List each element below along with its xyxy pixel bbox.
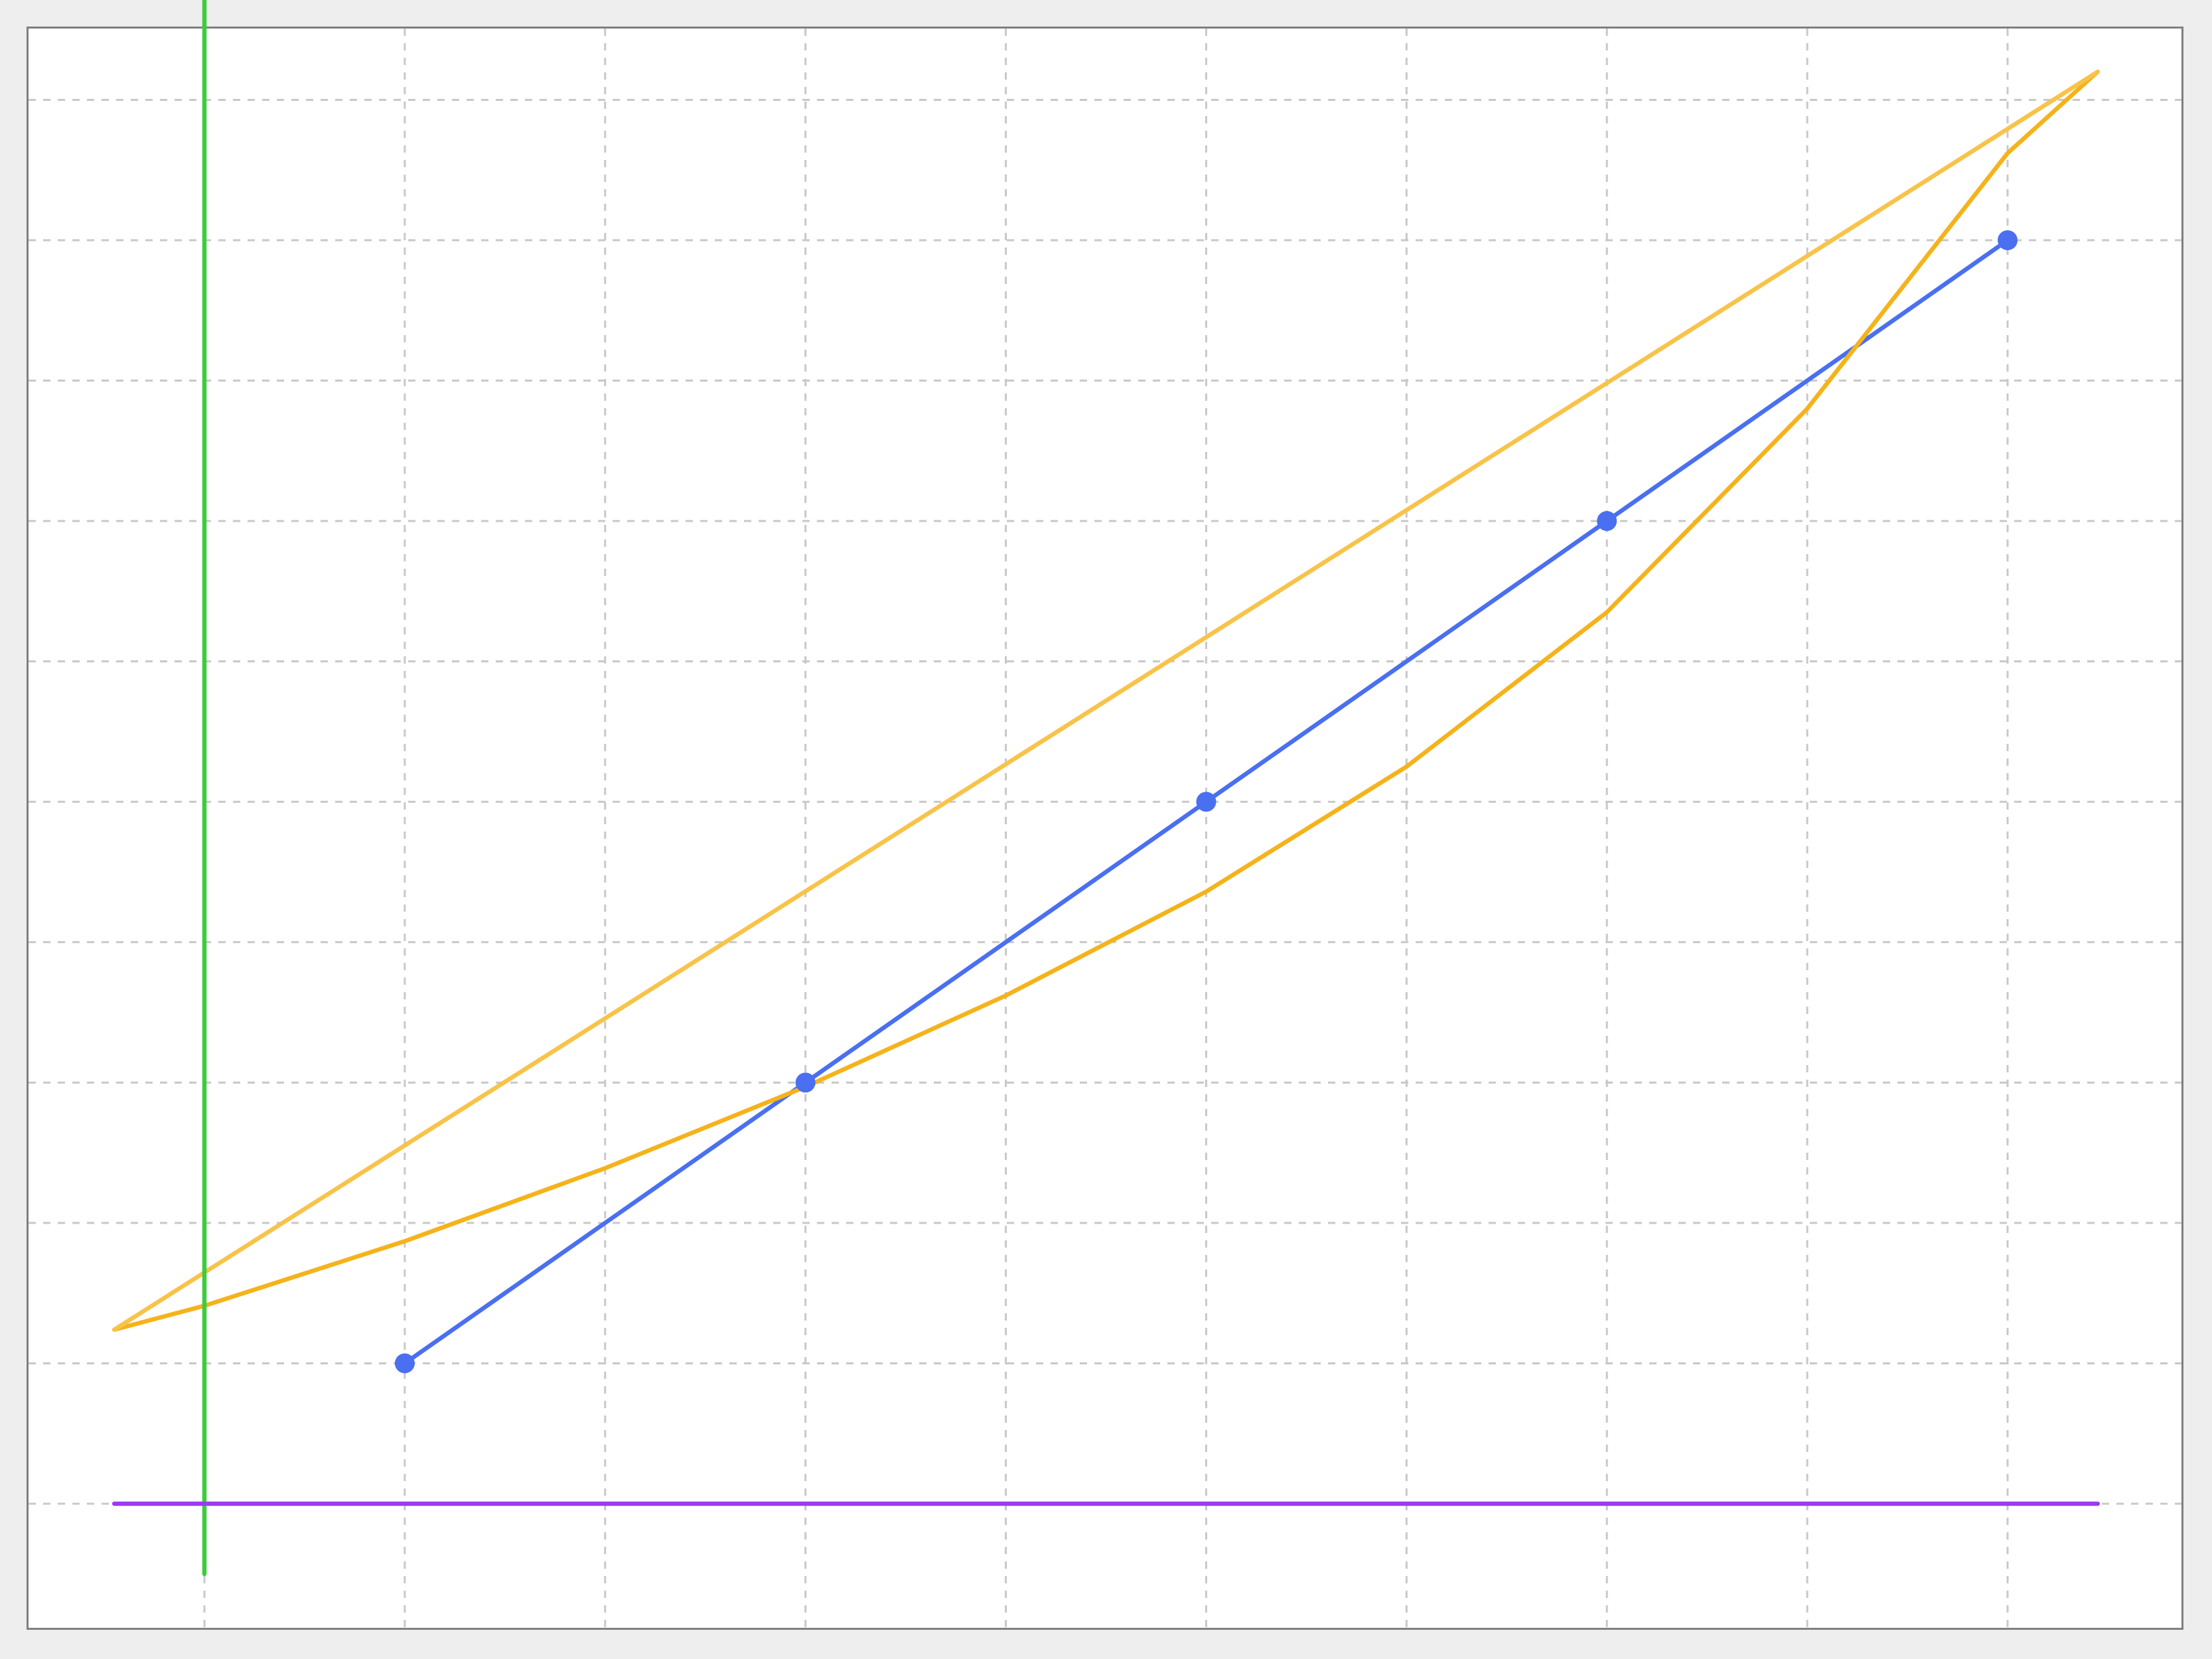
data-point [1998,230,2018,250]
series-lines [111,0,2101,1577]
series-line-2 [111,69,2101,1332]
data-point [1196,792,1217,812]
data-point [795,1072,816,1093]
data-markers [394,230,2018,1374]
data-point [1597,511,1617,532]
series-line-3 [111,69,2101,1332]
gridlines [29,29,2181,1628]
data-point [394,1353,415,1374]
